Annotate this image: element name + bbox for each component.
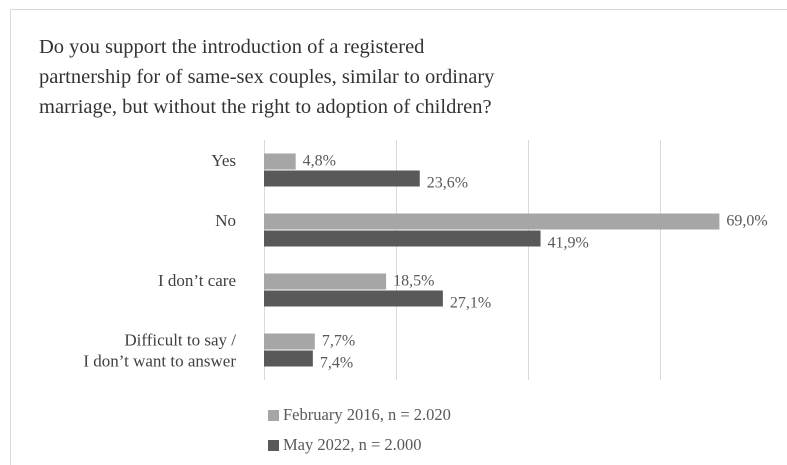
chart-title-line-2: partnership for of same-sex couples, sim… [39, 66, 495, 88]
category-label-line: No [215, 211, 236, 230]
chart-frame [10, 9, 787, 465]
legend-label-series-1: February 2016, n = 2.020 [283, 405, 451, 424]
legend-label-series-2: May 2022, n = 2.000 [283, 435, 422, 454]
chart-title: Do you support the introduction of a reg… [39, 32, 639, 122]
data-label-series-2-category-1: 23,6% [427, 175, 468, 192]
data-label-series-1-category-1: 4,8% [303, 153, 336, 170]
data-label-series-1-category-4: 7,7% [322, 333, 355, 350]
category-label-4: Difficult to say / I don’t want to answer [83, 331, 236, 371]
chart-title-line-1: Do you support the introduction of a reg… [39, 36, 425, 58]
bars [264, 153, 720, 367]
bar-series-1-category-2 [264, 213, 720, 230]
legend-swatch-series-1 [268, 409, 279, 421]
data-label-series-2-category-2: 41,9% [548, 235, 589, 252]
bar-series-2-category-2 [264, 230, 541, 247]
bar-series-1-category-1 [264, 153, 296, 170]
data-label-series-1-category-2: 69,0% [726, 213, 767, 230]
legend-item-series-1: February 2016, n = 2.020 [268, 400, 451, 430]
category-label-1: Yes [211, 151, 236, 170]
legend: February 2016, n = 2.020 May 2022, n = 2… [268, 400, 451, 460]
bar-series-2-category-3 [264, 290, 443, 307]
bar-series-1-category-4 [264, 333, 315, 350]
data-label-series-2-category-4: 7,4% [320, 355, 353, 372]
labels: Yes 4,8% 23,6% No 69,0% 41,9% I don’t care 18,5… [83, 151, 767, 372]
bar-series-1-category-3 [264, 273, 387, 290]
bar-series-2-category-1 [264, 170, 420, 187]
category-label-2: No [215, 211, 236, 230]
category-label-3: I don’t care [158, 271, 236, 290]
category-label-line: I don’t care [158, 271, 236, 290]
category-label-line: Yes [211, 151, 236, 170]
category-label-line: Difficult to say / [124, 331, 236, 350]
data-label-series-2-category-3: 27,1% [450, 295, 491, 312]
chart-title-line-3: marriage, but without the right to adopt… [39, 96, 492, 118]
legend-item-series-2: May 2022, n = 2.000 [268, 430, 451, 460]
legend-swatch-series-2 [268, 439, 279, 451]
data-label-series-1-category-3: 18,5% [393, 273, 434, 290]
bar-series-2-category-4 [264, 350, 313, 367]
category-label-line: I don’t want to answer [83, 352, 236, 371]
